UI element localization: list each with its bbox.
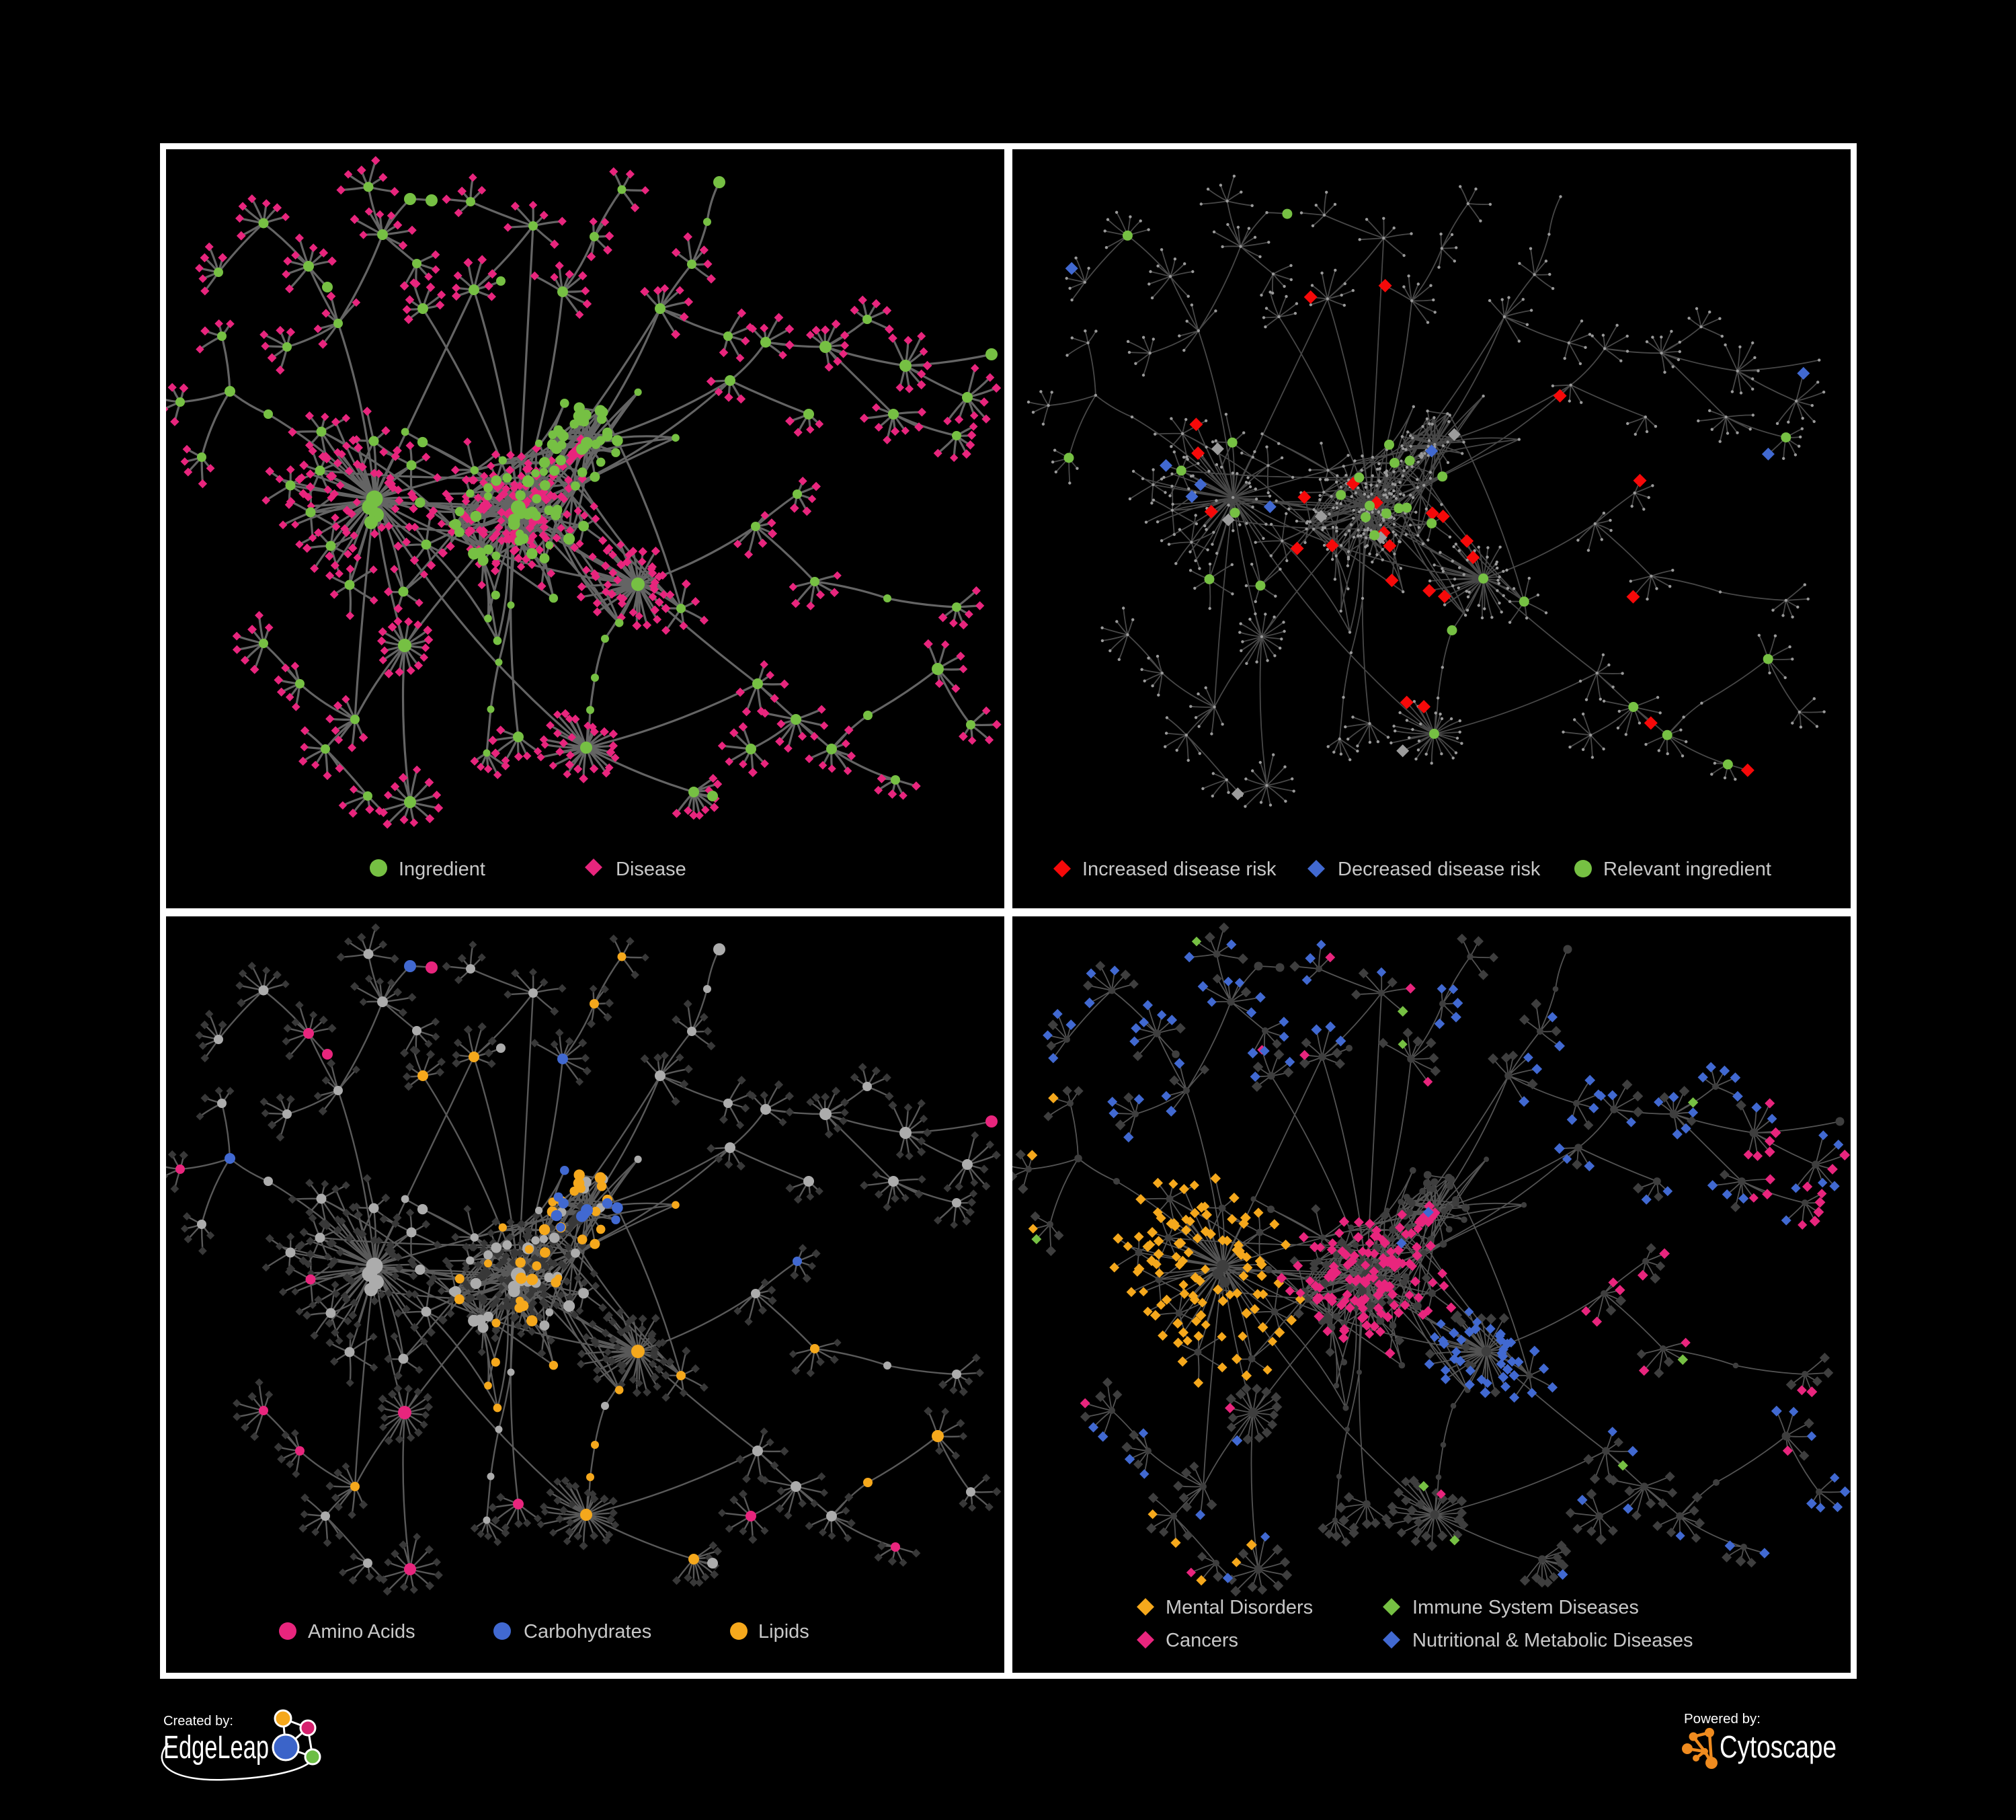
svg-text:Nutritional & Metabolic Diseas: Nutritional & Metabolic Diseases: [1412, 1630, 1693, 1651]
svg-text:EdgeLeap: EdgeLeap: [163, 1730, 269, 1766]
svg-text:Decreased disease risk: Decreased disease risk: [1338, 859, 1541, 880]
svg-text:Relevant ingredient: Relevant ingredient: [1603, 859, 1771, 880]
svg-text:Disease: Disease: [616, 859, 686, 880]
svg-text:Immune System Diseases: Immune System Diseases: [1412, 1597, 1639, 1618]
svg-text:Created by:: Created by:: [163, 1714, 233, 1729]
svg-text:Powered by:: Powered by:: [1684, 1712, 1761, 1727]
svg-text:Cancers: Cancers: [1166, 1630, 1238, 1651]
svg-text:Cytoscape: Cytoscape: [1720, 1729, 1837, 1764]
svg-text:Mental Disorders: Mental Disorders: [1166, 1597, 1313, 1618]
svg-text:Amino Acids: Amino Acids: [308, 1621, 415, 1643]
svg-text:Increased disease risk: Increased disease risk: [1082, 859, 1277, 880]
svg-text:Ingredient: Ingredient: [399, 859, 485, 880]
svg-text:Carbohydrates: Carbohydrates: [524, 1621, 651, 1643]
svg-text:Lipids: Lipids: [758, 1621, 809, 1643]
